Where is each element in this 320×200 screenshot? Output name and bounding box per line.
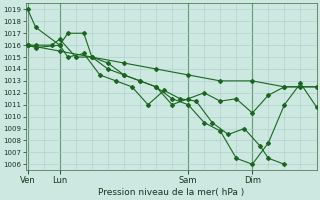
X-axis label: Pression niveau de la mer( hPa ): Pression niveau de la mer( hPa ) (98, 188, 244, 197)
